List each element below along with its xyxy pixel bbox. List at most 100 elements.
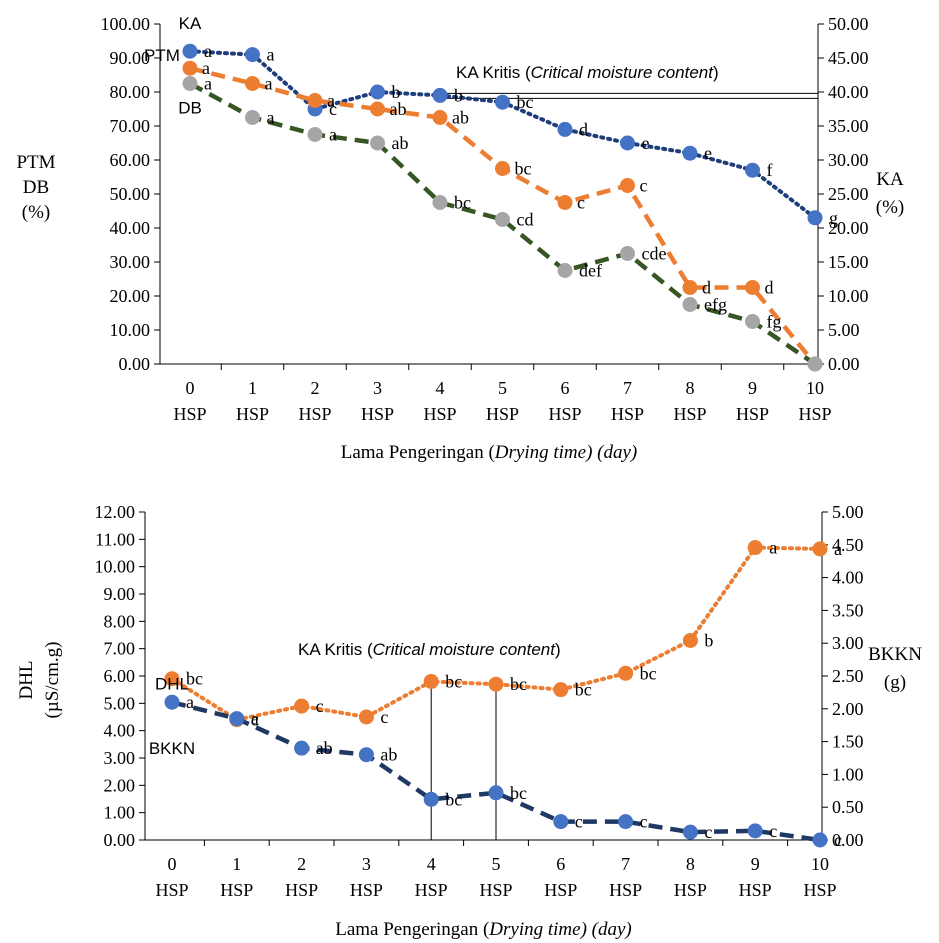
x-tick-label: 4 bbox=[436, 378, 445, 398]
x-tick-suffix: HSP bbox=[673, 404, 706, 424]
data-point-ptm bbox=[557, 195, 573, 210]
right-tick-label: 30.00 bbox=[828, 150, 869, 170]
x-tick-suffix: HSP bbox=[350, 880, 383, 900]
left-tick-label: 40.00 bbox=[110, 218, 151, 238]
data-point-ka bbox=[807, 210, 823, 226]
data-point-dhl bbox=[164, 671, 180, 687]
right-tick-label: 40.00 bbox=[828, 82, 869, 102]
significance-letter: a bbox=[204, 41, 212, 61]
x-tick-label: 0 bbox=[168, 854, 177, 874]
data-point-ptm bbox=[182, 60, 198, 76]
left-tick-label: 5.00 bbox=[104, 693, 136, 713]
x-axis-title-italic: Drying time) (day) bbox=[488, 919, 631, 940]
data-point-db bbox=[620, 246, 635, 261]
right-tick-label: 5.00 bbox=[832, 502, 864, 522]
data-point-ka bbox=[495, 94, 510, 110]
x-tick-label: 9 bbox=[748, 378, 757, 398]
x-tick-label: 2 bbox=[311, 378, 320, 398]
right-tick-label: 4.00 bbox=[832, 568, 864, 588]
data-point-ptm bbox=[745, 280, 760, 295]
y-axis-right-title: BKKN bbox=[868, 644, 922, 665]
significance-letter: a bbox=[327, 91, 335, 111]
significance-letter: a bbox=[267, 45, 275, 65]
series-label-ptm: PTM bbox=[144, 46, 180, 65]
significance-letter: a bbox=[265, 74, 273, 94]
significance-letter: c bbox=[329, 99, 337, 119]
x-tick-label: 6 bbox=[561, 378, 570, 398]
y-axis-left-title: PTM bbox=[16, 152, 55, 173]
right-tick-label: 3.00 bbox=[832, 633, 864, 653]
x-tick-label: 1 bbox=[248, 378, 257, 398]
data-point-ptm bbox=[682, 280, 698, 295]
significance-letter: c bbox=[769, 821, 777, 841]
x-axis-title: Lama Pengeringan (Drying time) (day) bbox=[335, 919, 632, 940]
x-tick-suffix: HSP bbox=[173, 404, 206, 424]
annotation-italic: Critical moisture content bbox=[531, 63, 715, 82]
significance-letter: d bbox=[765, 278, 774, 298]
right-tick-label: 1.50 bbox=[832, 732, 864, 752]
x-tick-suffix: HSP bbox=[609, 880, 642, 900]
series-line-dhl bbox=[170, 545, 822, 722]
significance-letter: bc bbox=[515, 159, 532, 179]
y-axis-left-title-unit: (µS/cm.g) bbox=[42, 642, 63, 719]
significance-letter: bc bbox=[640, 663, 657, 683]
x-axis-title-italic: Drying time) (day) bbox=[494, 442, 637, 463]
critical-moisture-annotation: KA Kritis (Critical moisture content) bbox=[298, 640, 561, 659]
significance-letter: a bbox=[267, 108, 275, 128]
significance-letter: bc bbox=[454, 193, 471, 213]
data-point-ka bbox=[370, 84, 385, 100]
chart-panel-2: 0.00 1.00 2.00 3.00 4.00 5.00 6.00 7.00 8.00 9.00… bbox=[16, 502, 922, 940]
significance-letter: fg bbox=[767, 312, 782, 332]
significance-letter: a bbox=[186, 692, 194, 712]
significance-letter: a bbox=[769, 538, 777, 558]
y-axis-left-title: DHL bbox=[16, 660, 37, 699]
significance-letter: b bbox=[454, 85, 463, 105]
significance-letter: g bbox=[829, 208, 838, 228]
data-point-bkkn bbox=[682, 824, 698, 840]
x-tick-label: 5 bbox=[492, 854, 501, 874]
x-tick-label: 5 bbox=[498, 378, 507, 398]
x-axis-title: Lama Pengeringan (Drying time) (day) bbox=[341, 442, 638, 463]
data-point-ptm bbox=[307, 93, 323, 108]
left-tick-label: 60.00 bbox=[110, 150, 151, 170]
left-tick-label: 3.00 bbox=[104, 748, 136, 768]
significance-letter: a bbox=[834, 539, 842, 559]
data-point-db bbox=[557, 263, 573, 278]
annotation-text: KA Kritis ( bbox=[298, 640, 373, 659]
data-point-db bbox=[745, 314, 760, 329]
data-point-ptm bbox=[245, 76, 260, 91]
left-tick-label: 100.00 bbox=[101, 14, 151, 34]
data-point-db bbox=[182, 76, 198, 91]
y-axis-left-title: DB bbox=[23, 177, 49, 198]
significance-letter: bc bbox=[445, 671, 462, 691]
data-point-ptm bbox=[495, 161, 510, 176]
data-point-db bbox=[307, 127, 323, 142]
right-tick-label: 0.00 bbox=[828, 354, 860, 374]
significance-letter: bc bbox=[517, 92, 534, 112]
significance-letter: efg bbox=[704, 295, 727, 315]
data-point-bkkn bbox=[164, 694, 180, 710]
data-point-dhl bbox=[812, 541, 828, 557]
data-point-ptm bbox=[370, 101, 385, 117]
right-tick-label: 4.50 bbox=[832, 535, 864, 555]
significance-letter: ab bbox=[390, 99, 407, 119]
significance-letter: d bbox=[702, 278, 711, 298]
x-tick-label: 4 bbox=[427, 854, 436, 874]
annotation-italic: Critical moisture content bbox=[373, 640, 557, 659]
y-axis-left-title: (%) bbox=[22, 202, 50, 223]
data-point-dhl bbox=[423, 673, 439, 689]
data-point-db bbox=[807, 356, 823, 372]
x-tick-suffix: HSP bbox=[798, 404, 831, 424]
series-line-db bbox=[188, 81, 817, 366]
significance-letter: bc bbox=[510, 783, 527, 803]
data-point-bkkn bbox=[812, 832, 828, 848]
series-label-bkkn: BKKN bbox=[149, 739, 195, 758]
left-tick-label: 11.00 bbox=[95, 529, 135, 549]
significance-letter: ab bbox=[392, 133, 409, 153]
series-label-db: DB bbox=[178, 99, 202, 118]
x-tick-suffix: HSP bbox=[544, 880, 577, 900]
right-tick-label: 2.00 bbox=[832, 699, 864, 719]
right-tick-label: 1.00 bbox=[832, 764, 864, 784]
significance-letter: c bbox=[575, 812, 583, 832]
right-tick-label: 10.00 bbox=[828, 286, 869, 306]
